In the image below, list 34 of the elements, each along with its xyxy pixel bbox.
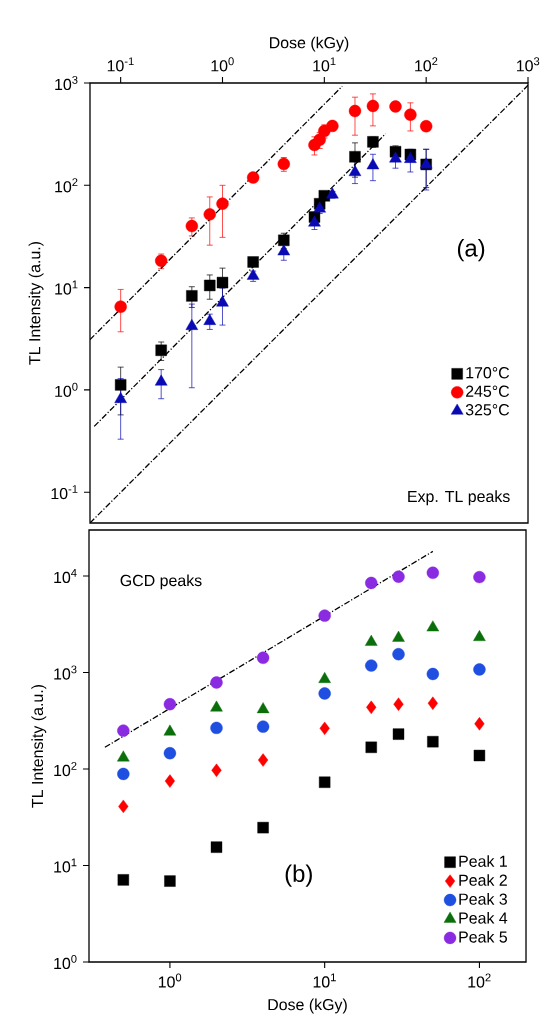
x-axis-title: Dose (kGy) (270, 36, 349, 52)
y-tick-label: 10$^{0}$ (54, 954, 77, 970)
annotation: GCD peaks (120, 574, 202, 590)
legend-label: Peak 5 (459, 930, 508, 943)
annotation: (b) (285, 864, 312, 887)
x-tick-label: 10$^{-1}$ (107, 57, 134, 72)
y-tick-label: 10$^{2}$ (55, 178, 78, 193)
annotation: (a) (457, 239, 485, 262)
x-axis-title: Dose (kGy) (268, 998, 347, 1014)
y-axis-title: TL Intensity (a.u.) (31, 685, 47, 808)
y-tick-label: 10$^{4}$ (54, 569, 77, 584)
annotation: Exp. TL peaks (408, 490, 510, 506)
x-tick-label: 10$^{0}$ (211, 57, 234, 72)
y-tick-label: 10$^{1}$ (55, 280, 78, 295)
y-tick-label: 10$^{-1}$ (51, 485, 78, 500)
legend-label: Peak 3 (459, 893, 507, 905)
legend-label: 325°C (465, 404, 510, 416)
y-tick-label: 10$^{0}$ (55, 382, 78, 398)
legend-label: Peak 4 (459, 912, 508, 924)
y-tick-label: 10$^{2}$ (54, 761, 77, 777)
y-tick-label: 10$^{1}$ (54, 858, 77, 873)
x-tick-label: 10$^{0}$ (158, 973, 182, 988)
y-tick-label: 10$^{3}$ (55, 75, 78, 91)
y-axis-title: TL Intensity (a.u.) (28, 242, 44, 365)
x-tick-label: 10$^{1}$ (313, 973, 336, 988)
legend-label: Peak 2 (459, 874, 507, 886)
legend-label: 245°C (466, 385, 510, 397)
legend-label: Peak 1 (459, 855, 507, 867)
x-tick-label: 10$^{2}$ (415, 57, 438, 72)
y-tick-label: 10$^{3}$ (54, 665, 77, 680)
x-tick-label: 10$^{1}$ (313, 57, 336, 72)
x-tick-label: 10$^{2}$ (468, 973, 491, 988)
x-tick-label: 10$^{3}$ (517, 57, 540, 72)
legend-label: 170°C (466, 367, 510, 379)
